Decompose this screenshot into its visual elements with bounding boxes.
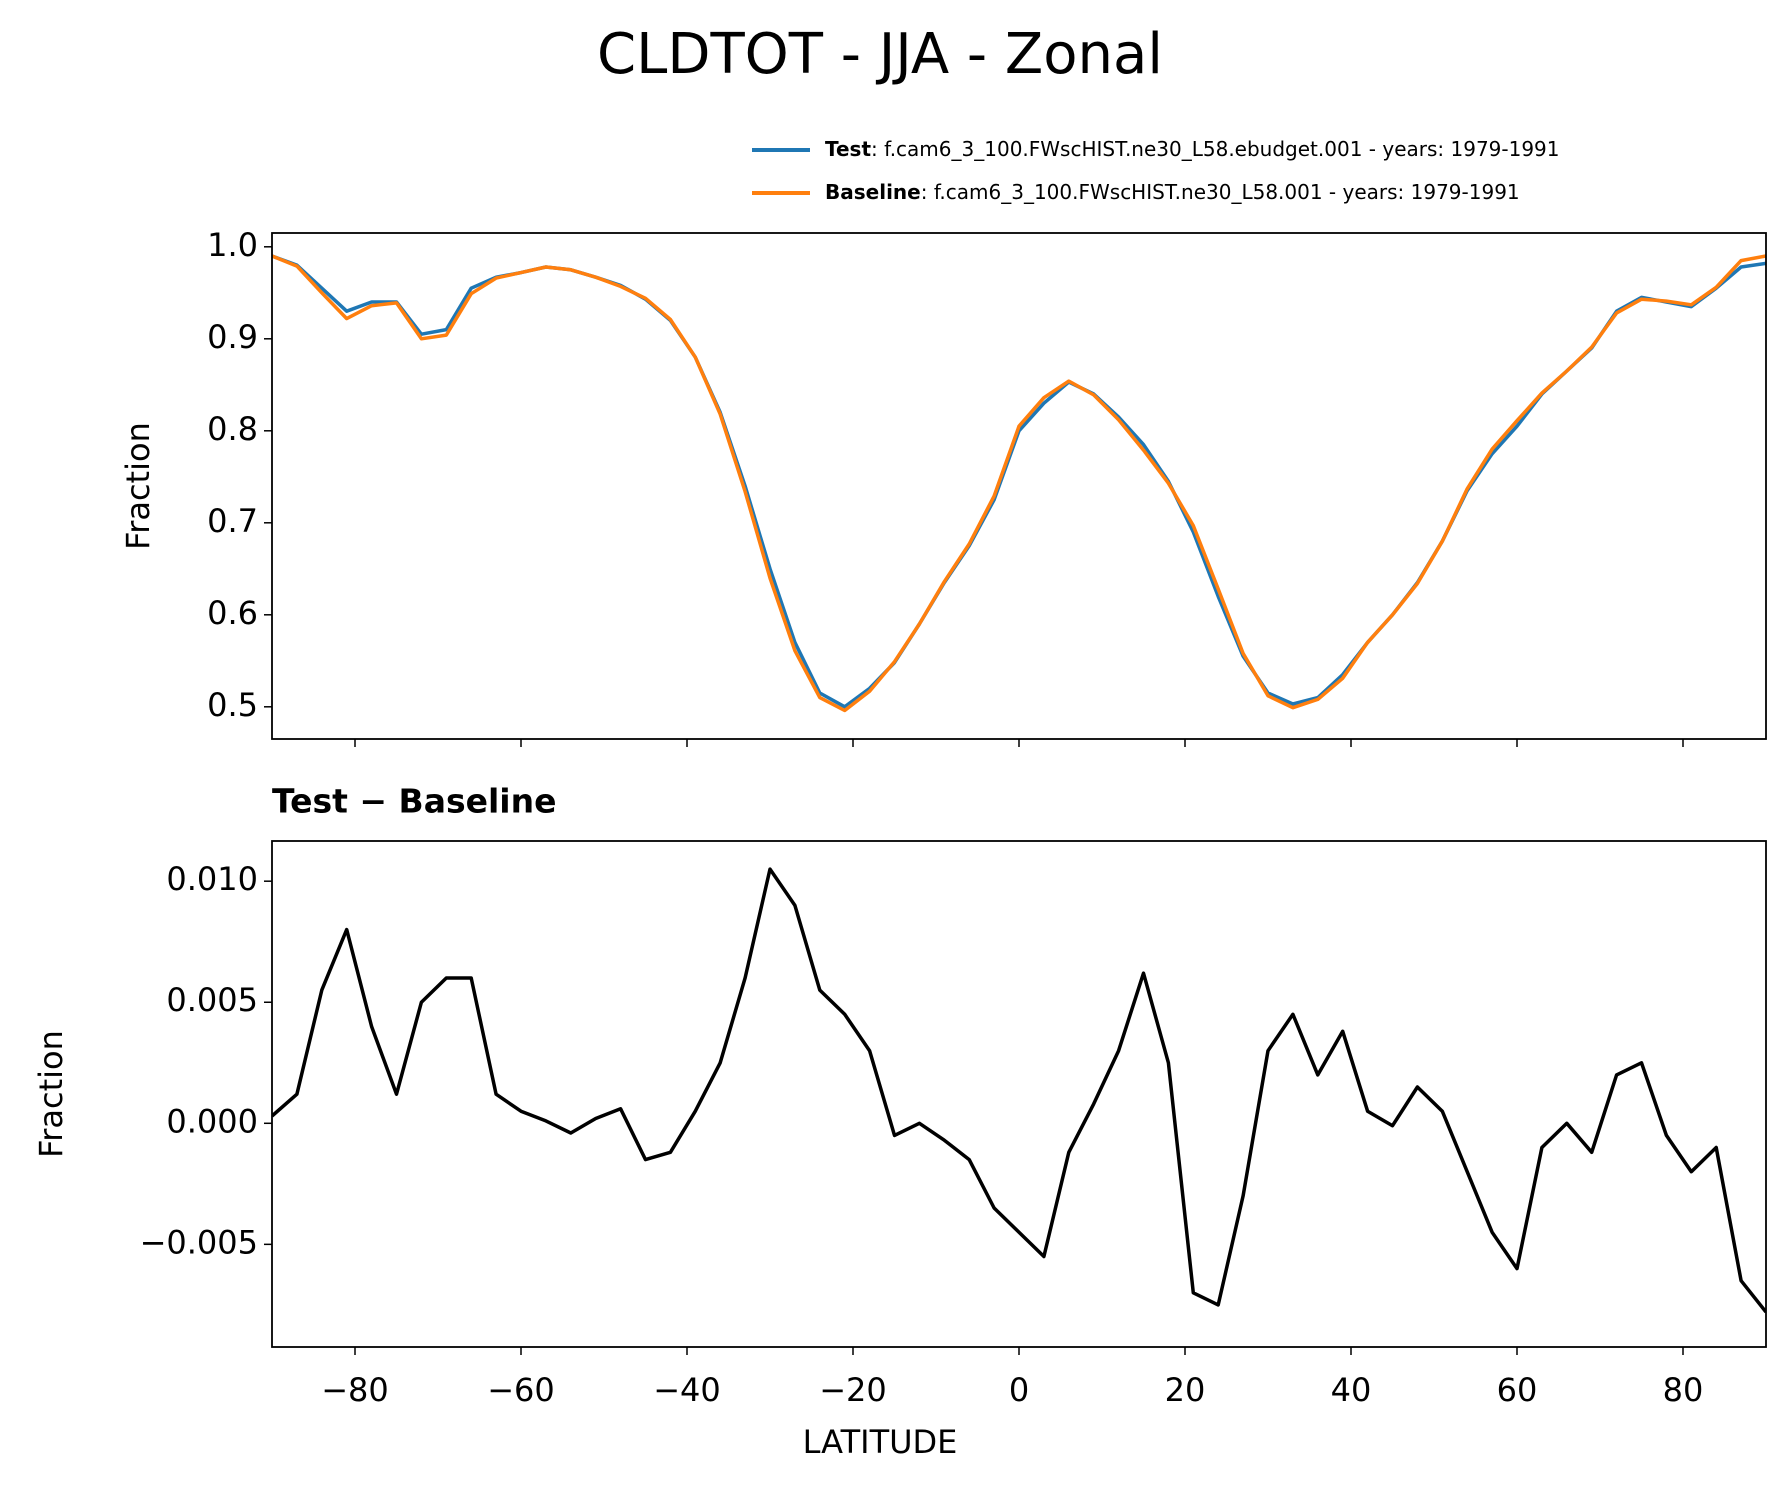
y-tick-label: 0.7 bbox=[207, 502, 258, 540]
y-tick-label: −0.005 bbox=[140, 1223, 258, 1261]
y-axis-label: Fraction bbox=[119, 422, 157, 550]
x-tick-label: 40 bbox=[1331, 1371, 1372, 1409]
x-tick-label: −40 bbox=[653, 1371, 721, 1409]
y-tick-label: 0.010 bbox=[166, 860, 258, 898]
y-tick-label: 0.005 bbox=[166, 981, 258, 1019]
y-tick-label: 0.9 bbox=[207, 318, 258, 356]
series-line bbox=[272, 254, 1766, 713]
x-tick-label: 60 bbox=[1497, 1371, 1538, 1409]
x-tick-label: −60 bbox=[487, 1371, 555, 1409]
y-tick-label: 1.0 bbox=[207, 226, 258, 264]
x-tick-label: −20 bbox=[819, 1371, 887, 1409]
y-tick-label: 0.000 bbox=[166, 1102, 258, 1140]
difference-line bbox=[272, 867, 1766, 1314]
chart-title: CLDTOT - JJA - Zonal bbox=[597, 22, 1163, 87]
legend-entry: Baseline: f.cam6_3_100.FWscHIST.ne30_L58… bbox=[825, 180, 1520, 204]
x-tick-label: 80 bbox=[1663, 1371, 1704, 1409]
x-tick-label: −80 bbox=[321, 1371, 389, 1409]
axes-frame bbox=[271, 232, 1767, 740]
x-axis-label: LATITUDE bbox=[803, 1423, 958, 1461]
legend-entry: Test: f.cam6_3_100.FWscHIST.ne30_L58.ebu… bbox=[825, 137, 1560, 161]
axes-frame bbox=[271, 840, 1767, 1348]
legend-name: Test bbox=[825, 137, 871, 161]
legend-text: : f.cam6_3_100.FWscHIST.ne30_L58.ebudget… bbox=[871, 137, 1560, 161]
subplot-title: Test − Baseline bbox=[272, 782, 557, 821]
y-tick-label: 0.8 bbox=[207, 410, 258, 448]
x-tick-label: 0 bbox=[1009, 1371, 1029, 1409]
y-tick-label: 0.5 bbox=[207, 686, 258, 724]
y-axis-label: Fraction bbox=[32, 1030, 70, 1158]
legend-name: Baseline bbox=[825, 180, 921, 204]
legend-text: : f.cam6_3_100.FWscHIST.ne30_L58.001 - y… bbox=[921, 180, 1520, 204]
y-tick-label: 0.6 bbox=[207, 594, 258, 632]
x-tick-label: 20 bbox=[1165, 1371, 1206, 1409]
